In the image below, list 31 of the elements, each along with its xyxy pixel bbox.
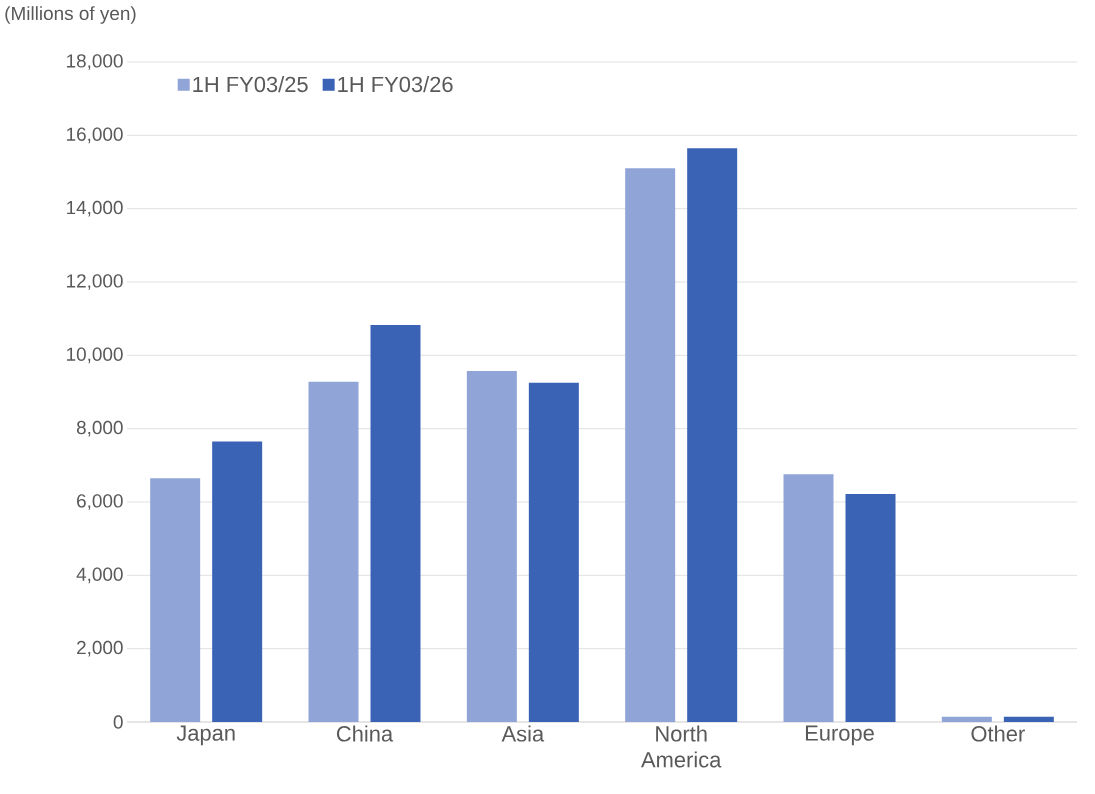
bar: [687, 148, 738, 722]
y-tick-label: 0: [113, 715, 123, 729]
bar: [466, 371, 517, 722]
bar: [845, 493, 896, 722]
y-tick-label: 6,000: [77, 494, 123, 510]
legend-label: 1H FY03/26: [338, 76, 453, 93]
y-axis-title: (Millions of yen): [5, 6, 136, 24]
y-tick-label: 4,000: [76, 567, 123, 584]
y-tick-label: 18,000: [67, 54, 123, 70]
bar: [1003, 716, 1054, 722]
x-tick-label: North America: [641, 725, 722, 768]
y-tick-label: 12,000: [67, 274, 123, 290]
x-tick-label: Europe: [805, 725, 874, 746]
x-tick-label: Other: [971, 725, 1025, 742]
legend-label: 1H FY03/25: [193, 76, 308, 93]
bar: [370, 324, 421, 722]
x-tick-label: Japan: [176, 725, 235, 746]
x-tick-label: China: [336, 725, 394, 742]
y-tick-label: 16,000: [67, 127, 123, 144]
bar: [625, 168, 676, 722]
bar: [941, 716, 992, 722]
y-tick-label: 2,000: [77, 640, 123, 657]
bar: [150, 478, 201, 722]
y-tick-label: 10,000: [67, 347, 123, 364]
bar: [308, 381, 359, 722]
y-tick-label: 8,000: [76, 420, 123, 437]
bar: [212, 441, 263, 722]
bar: [528, 382, 579, 722]
y-tick-label: 14,000: [67, 200, 123, 217]
bar: [783, 474, 834, 722]
x-tick-label: Asia: [501, 725, 545, 742]
